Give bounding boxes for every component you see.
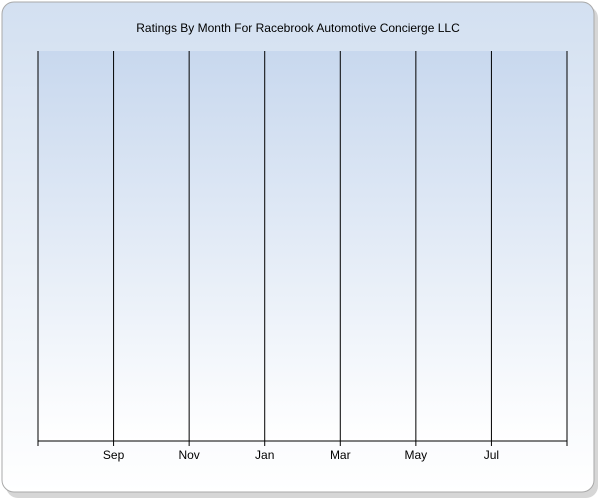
- x-tick-label: Jan: [255, 448, 274, 462]
- x-tick-label: Jul: [484, 448, 499, 462]
- x-tick-label: Sep: [103, 448, 125, 462]
- x-tick-label: Mar: [330, 448, 351, 462]
- x-tick-label: Nov: [178, 448, 199, 462]
- chart-title: Ratings By Month For Racebrook Automotiv…: [136, 21, 460, 35]
- plot-area: [38, 51, 567, 441]
- x-tick-label: May: [405, 448, 428, 462]
